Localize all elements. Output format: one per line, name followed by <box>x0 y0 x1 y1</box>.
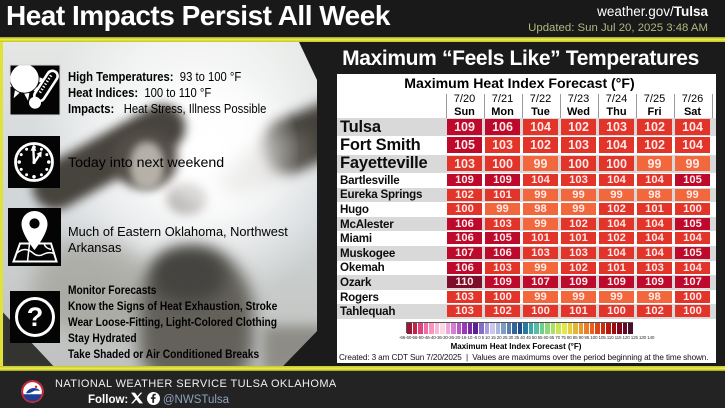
svg-text:?: ? <box>27 302 44 332</box>
